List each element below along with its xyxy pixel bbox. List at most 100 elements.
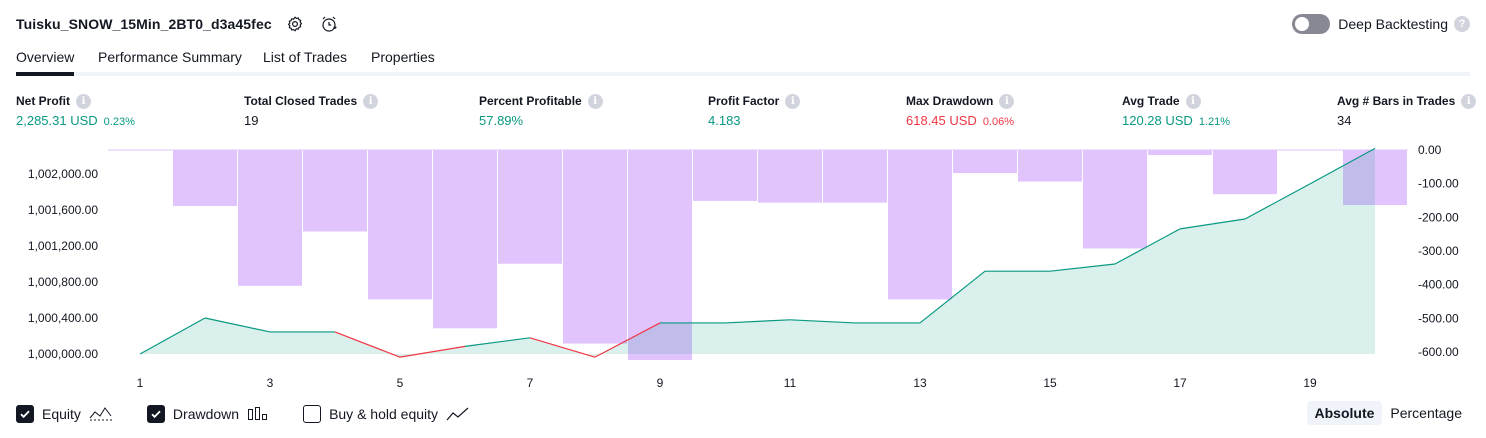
metric-total-closed-trades: Total Closed Trades i 19 — [244, 93, 379, 129]
drawdown-bar — [173, 150, 237, 207]
mode-absolute[interactable]: Absolute — [1306, 401, 1383, 425]
metric-value: 120.28 USD — [1122, 113, 1193, 128]
legend-label: Drawdown — [172, 406, 240, 422]
y-left-tick-label: 1,000,800.00 — [28, 275, 98, 289]
drawdown-bar — [1018, 150, 1082, 182]
drawdown-bar — [563, 150, 627, 344]
y-left-tick-label: 1,000,000.00 — [28, 347, 98, 361]
tab-performance-summary[interactable]: Performance Summary — [98, 49, 242, 65]
metric-label: Total Closed Trades — [244, 94, 358, 108]
y-right-tick-label: -100.00 — [1418, 177, 1459, 191]
metric-value: 19 — [244, 113, 259, 128]
x-tick-label: 19 — [1303, 376, 1317, 390]
legend-buy-hold-equity[interactable]: Buy & hold equity — [303, 405, 470, 423]
equity-line-icon — [89, 406, 113, 422]
buy-hold-line-icon — [446, 406, 470, 422]
x-tick-label: 5 — [397, 376, 404, 390]
metric-avg-bars-in-trades: Avg # Bars in Trades i 34 — [1337, 93, 1477, 129]
drawdown-bars-icon — [247, 406, 269, 422]
deep-backtesting-label: Deep Backtesting — [1338, 16, 1448, 32]
drawdown-bar — [303, 150, 367, 232]
equity-line-segment — [529, 337, 596, 358]
drawdown-bar — [1148, 150, 1212, 156]
metric-avg-trade: Avg Trade i 120.28 USD 1.21% — [1122, 93, 1230, 129]
metric-value: 34 — [1337, 113, 1352, 128]
info-icon[interactable]: i — [999, 93, 1015, 109]
metric-label: Percent Profitable — [479, 94, 582, 108]
metric-label: Avg Trade — [1122, 94, 1180, 108]
equity-line-segment — [204, 317, 271, 333]
info-icon[interactable]: i — [76, 93, 91, 109]
deep-backtesting: Deep Backtesting ? — [1292, 12, 1470, 36]
x-tick-label: 11 — [784, 376, 797, 390]
equity-checkbox[interactable] — [16, 405, 34, 423]
drawdown-bar — [1213, 150, 1277, 195]
equity-line-segment — [919, 270, 986, 324]
metric-label: Max Drawdown — [906, 94, 994, 108]
drawdown-checkbox[interactable] — [146, 405, 165, 423]
toggle-knob — [1295, 17, 1310, 31]
metric-percent: 0.06% — [982, 116, 1015, 128]
info-icon[interactable]: i — [1185, 93, 1201, 109]
equity-line-segment — [594, 322, 661, 358]
y-right-tick-label: -200.00 — [1418, 210, 1459, 224]
y-right-tick-label: -300.00 — [1418, 244, 1459, 258]
tab-overview[interactable]: Overview — [16, 48, 75, 76]
buy-hold-checkbox[interactable] — [303, 405, 322, 423]
x-tick-label: 7 — [527, 376, 534, 390]
metric-label: Avg # Bars in Trades — [1337, 94, 1456, 108]
info-icon[interactable]: i — [587, 93, 603, 109]
drawdown-bar — [953, 150, 1017, 174]
x-tick-label: 3 — [267, 376, 274, 390]
metric-percent: 0.23% — [103, 116, 135, 128]
equity-line-segment — [1179, 218, 1246, 230]
strategy-header: Tuisku_SNOW_15Min_2BT0_d3a45fec — [16, 12, 340, 36]
mode-percentage[interactable]: Percentage — [1390, 405, 1462, 421]
metric-value: 618.45 USD — [906, 113, 977, 128]
alarm-clock-icon[interactable] — [318, 13, 340, 35]
legend-drawdown[interactable]: Drawdown — [146, 405, 269, 423]
metric-label: Profit Factor — [708, 94, 780, 108]
gear-icon[interactable] — [284, 13, 306, 35]
equity-line-segment — [1309, 147, 1376, 185]
y-right-tick-label: 0.00 — [1418, 143, 1442, 157]
metric-label: Net Profit — [16, 94, 70, 108]
y-left-tick-label: 1,000,400.00 — [28, 311, 98, 325]
equity-area — [140, 148, 1375, 358]
equity-drawdown-chart[interactable]: 1,000,000.00 1,000,400.00 1,000,800.00 1,00… — [0, 140, 1486, 395]
metric-value: 4.183 — [708, 113, 741, 128]
help-icon[interactable]: ? — [1454, 16, 1470, 32]
drawdown-bar — [628, 150, 692, 360]
y-right-tick-label: -500.00 — [1418, 311, 1459, 325]
drawdown-bar — [1083, 150, 1147, 249]
drawdown-bar — [368, 150, 432, 300]
drawdown-bar — [1343, 150, 1407, 206]
y-left-tick-label: 1,002,000.00 — [28, 167, 98, 181]
y-left-tick-label: 1,001,600.00 — [28, 203, 98, 217]
legend-label: Equity — [42, 406, 81, 422]
equity-line-segment — [464, 337, 531, 347]
x-tick-label: 17 — [1173, 376, 1187, 390]
x-tick-label: 15 — [1043, 376, 1057, 390]
info-icon[interactable]: i — [1461, 93, 1477, 109]
tab-properties[interactable]: Properties — [371, 49, 435, 65]
drawdown-bar — [823, 150, 887, 203]
drawdown-bar — [498, 150, 562, 264]
x-tick-label: 13 — [913, 376, 927, 390]
metric-net-profit: Net Profit i 2,285.31 USD 0.23% — [16, 93, 135, 129]
tab-list-of-trades[interactable]: List of Trades — [263, 49, 348, 65]
info-icon[interactable]: i — [363, 93, 379, 109]
value-mode-switch: Absolute Percentage — [1306, 401, 1471, 425]
legend-label: Buy & hold equity — [329, 406, 439, 422]
drawdown-bar — [693, 150, 757, 201]
metric-value: 2,285.31 USD — [16, 113, 98, 128]
legend-equity[interactable]: Equity — [16, 405, 113, 423]
metric-percent: 1.21% — [1198, 116, 1231, 128]
equity-line-segment — [1244, 183, 1311, 220]
metric-value: 57.89% — [479, 113, 524, 128]
info-icon[interactable]: i — [785, 93, 801, 109]
drawdown-bar — [758, 150, 822, 203]
deep-backtesting-toggle[interactable] — [1292, 14, 1331, 34]
y-right-tick-label: -600.00 — [1418, 345, 1459, 359]
x-tick-label: 9 — [657, 376, 664, 390]
